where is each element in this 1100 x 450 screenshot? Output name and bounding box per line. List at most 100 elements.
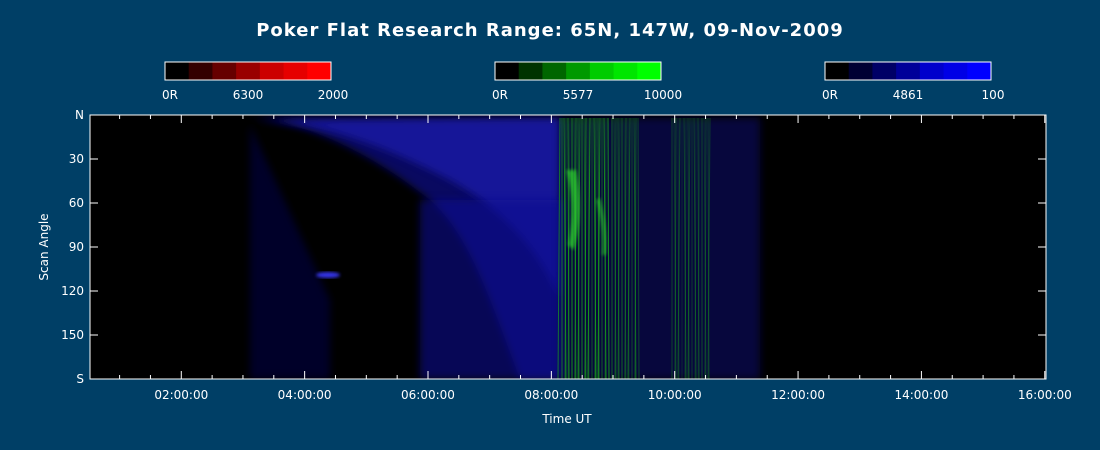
x-axis-label: Time UT	[541, 412, 592, 426]
x-tick-label: 12:00:00	[771, 388, 825, 402]
x-axis: 02:00:00 04:00:00 06:00:00 08:00:00 10:00:00…	[119, 115, 1072, 402]
colorbar-frame	[824, 61, 992, 81]
colorbar-5577: 0R 5577 10000	[492, 61, 682, 102]
green-band-stripe	[567, 117, 571, 379]
green-band-stripe	[683, 117, 687, 379]
green-band-stripe	[594, 117, 597, 379]
colorbar-swatch	[165, 62, 190, 80]
colorbar-swatch	[283, 62, 308, 80]
green-band-stripe	[707, 117, 711, 379]
colorbar-min-label: 0R	[822, 88, 838, 102]
green-band-stripe	[693, 117, 697, 379]
green-band-stripe	[697, 117, 701, 379]
y-tick-label: 60	[69, 196, 84, 210]
y-tick-label: 30	[69, 152, 84, 166]
colorbar-swatch	[307, 62, 332, 80]
colorbar-swatch	[518, 62, 543, 80]
colorbar-4861: 0R 4861 100	[822, 61, 1005, 102]
green-bands	[557, 117, 711, 379]
colorbar-swatch	[542, 62, 567, 80]
x-tick-label: 02:00:00	[154, 388, 208, 402]
blue-faint-left	[250, 125, 330, 379]
blue-emission-lower	[420, 200, 565, 379]
colorbar-max-label: 10000	[644, 88, 682, 102]
chart-title: Poker Flat Research Range: 65N, 147W, 09…	[256, 20, 844, 41]
blue-emission-right	[560, 118, 760, 379]
green-band-stripe	[684, 117, 687, 379]
y-tick-label: S	[76, 372, 84, 386]
green-band-stripe	[607, 117, 610, 379]
green-band-stripe	[614, 117, 617, 379]
y-tick-label: 90	[69, 240, 84, 254]
green-band-stripe	[577, 117, 581, 379]
x-tick-label: 06:00:00	[401, 388, 455, 402]
colorbar-swatch	[825, 62, 850, 80]
colorbar-swatch	[188, 62, 213, 80]
colorbar-frame	[164, 61, 332, 81]
colorbar-center-label: 5577	[563, 88, 594, 102]
colorbar-swatch	[613, 62, 638, 80]
colorbar-swatch	[637, 62, 662, 80]
blue-bright-spot	[316, 272, 340, 278]
colorbar-min-label: 0R	[162, 88, 178, 102]
green-band-stripe	[687, 117, 691, 379]
green-bright-arc	[566, 170, 580, 250]
green-band-stripe	[624, 117, 627, 379]
green-band-stripe	[703, 117, 707, 379]
green-band-stripe	[557, 117, 561, 379]
colorbar-group: 0R 6300 2000 0R 5577 10000 0R 4861 100	[162, 61, 1005, 102]
colorbar-swatch	[589, 62, 615, 80]
x-tick-label: 16:00:00	[1018, 388, 1072, 402]
green-band-stripe	[707, 117, 710, 379]
colorbar-swatch	[848, 62, 873, 80]
x-tick-label: 04:00:00	[278, 388, 332, 402]
colorbar-frame	[494, 61, 662, 81]
x-tick-label: 10:00:00	[648, 388, 702, 402]
colorbar-swatch	[967, 62, 992, 80]
colorbar-max-label: 2000	[318, 88, 349, 102]
y-axis-label: Scan Angle	[37, 213, 51, 280]
green-band-stripe	[617, 117, 621, 379]
green-band-stripe	[627, 117, 631, 379]
green-band-stripe	[617, 117, 620, 379]
green-band-stripe	[687, 117, 690, 379]
colorbar-swatch	[495, 62, 520, 80]
green-band-stripe	[674, 117, 677, 379]
aurora-image	[245, 117, 760, 379]
colorbar-swatch	[259, 62, 285, 80]
green-band-stripe	[634, 117, 637, 379]
green-band-stripe	[597, 117, 601, 379]
colorbar-swatch	[566, 62, 591, 80]
y-tick-label: 120	[61, 284, 84, 298]
green-band-stripe	[697, 117, 700, 379]
colorbar-6300: 0R 6300 2000	[162, 61, 349, 102]
green-bright-arc-2	[596, 198, 607, 255]
y-tick-label: 150	[61, 328, 84, 342]
colorbar-swatch	[896, 62, 921, 80]
x-tick-label: 14:00:00	[894, 388, 948, 402]
green-band-stripe	[567, 117, 570, 379]
colorbar-max-label: 100	[982, 88, 1005, 102]
colorbar-min-label: 0R	[492, 88, 508, 102]
y-axis: N 30 60 90 120 150 S	[61, 108, 1046, 386]
green-band-stripe	[704, 117, 707, 379]
green-band-stripe	[637, 117, 640, 379]
colorbar-swatch	[212, 62, 237, 80]
y-tick-label: N	[75, 108, 84, 122]
green-band-stripe	[673, 117, 677, 379]
green-band-stripe	[564, 117, 567, 379]
colorbar-swatch	[236, 62, 261, 80]
green-band-stripe	[574, 117, 577, 379]
colorbar-center-label: 6300	[233, 88, 264, 102]
green-band-stripe	[584, 117, 587, 379]
colorbar-swatch	[872, 62, 897, 80]
colorbar-swatch	[943, 62, 968, 80]
colorbar-swatch	[919, 62, 945, 80]
x-tick-label: 08:00:00	[524, 388, 578, 402]
green-band-stripe	[694, 117, 697, 379]
green-band-stripe	[587, 117, 591, 379]
blue-arc-upper	[255, 118, 560, 300]
colorbar-center-label: 4861	[893, 88, 924, 102]
